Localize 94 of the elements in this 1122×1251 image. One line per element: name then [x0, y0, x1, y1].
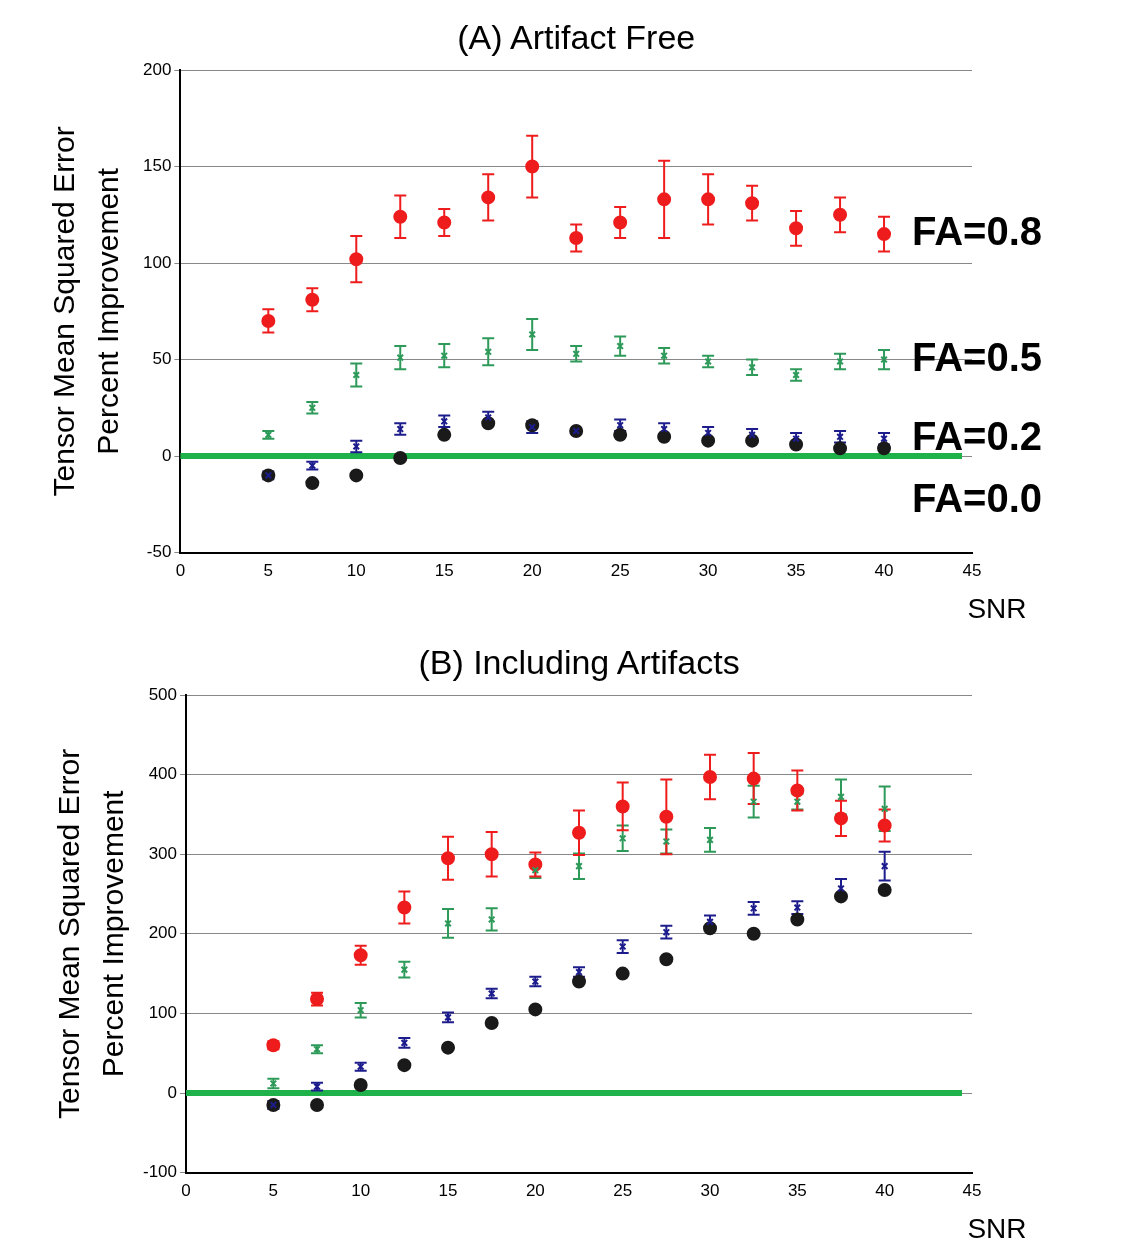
y-axis-title: Tensor Mean Squared Error Percent Improvement — [52, 748, 130, 1119]
point — [393, 451, 408, 466]
point — [572, 825, 587, 840]
point — [745, 196, 760, 211]
x-tick-label: 35 — [786, 561, 806, 581]
y-tick-label: 100 — [142, 252, 172, 272]
x-tick-label: 10 — [346, 561, 366, 581]
x-tick-label: 40 — [874, 561, 894, 581]
x-tick-label: 45 — [962, 1181, 982, 1201]
point — [481, 190, 496, 205]
point — [305, 476, 320, 491]
point — [657, 192, 672, 207]
x-tick-label: 30 — [698, 561, 718, 581]
point — [790, 783, 805, 798]
chart-title: (B) Including Artifacts — [418, 643, 740, 682]
point — [657, 429, 672, 444]
point — [790, 912, 805, 927]
point — [877, 227, 892, 242]
x-tick-label: 45 — [962, 561, 982, 581]
x-tick-label: 15 — [434, 561, 454, 581]
point — [789, 221, 804, 236]
x-tick-label: 10 — [351, 1181, 371, 1201]
point — [834, 811, 848, 826]
series-label: FA=0.0 — [912, 475, 1043, 520]
x-tick-label: 20 — [522, 561, 542, 581]
y-tick-label: 200 — [142, 59, 172, 79]
point — [572, 974, 587, 989]
point — [701, 192, 716, 207]
point — [437, 427, 452, 442]
y-tick-label: 100 — [148, 1003, 178, 1023]
x-axis-title: SNR — [967, 1213, 1027, 1245]
x-axis-title: SNR — [967, 593, 1027, 625]
point — [310, 1097, 325, 1112]
point — [484, 847, 499, 862]
point — [353, 1078, 368, 1093]
point — [393, 209, 408, 224]
point — [441, 851, 456, 866]
x-tick-label: 5 — [263, 561, 274, 581]
x-tick-label: 35 — [787, 1181, 807, 1201]
y-tick-label: 50 — [152, 349, 172, 369]
y-tick-label: 0 — [167, 1082, 178, 1102]
point — [397, 900, 412, 915]
point — [261, 313, 276, 328]
point — [305, 292, 320, 307]
x-tick-label: 25 — [613, 1181, 633, 1201]
x-tick-label: 40 — [875, 1181, 895, 1201]
y-tick-label: -100 — [142, 1162, 178, 1182]
point — [703, 769, 718, 784]
series-label: FA=0.5 — [912, 334, 1043, 379]
point — [437, 215, 452, 230]
x-tick-label: 0 — [181, 1181, 191, 1201]
x-tick-label: 30 — [700, 1181, 720, 1201]
x-tick-label: 25 — [610, 561, 630, 581]
point — [349, 468, 364, 483]
point — [349, 252, 364, 267]
point — [397, 1058, 412, 1073]
point — [615, 966, 630, 981]
point — [701, 433, 716, 448]
point — [613, 427, 628, 442]
point — [877, 883, 892, 898]
point — [484, 1015, 499, 1030]
y-tick-label: -50 — [146, 542, 172, 562]
point — [487, 915, 496, 924]
x-tick-label: 5 — [268, 1181, 279, 1201]
y-tick-label: 0 — [161, 445, 172, 465]
point — [569, 230, 584, 245]
point — [662, 837, 671, 846]
point — [659, 952, 674, 967]
y-tick-label: 500 — [148, 684, 178, 704]
point — [615, 799, 630, 814]
y-tick-label: 200 — [148, 923, 178, 943]
y-axis-title: Tensor Mean Squared Error Percent Improvement — [46, 126, 124, 497]
point — [525, 159, 540, 174]
point — [833, 207, 848, 222]
y-tick-label: 400 — [148, 764, 178, 784]
point — [659, 809, 674, 824]
point — [834, 889, 848, 904]
x-tick-label: 15 — [438, 1181, 458, 1201]
point — [528, 1002, 543, 1017]
y-tick-label: 300 — [148, 843, 178, 863]
point — [877, 818, 892, 833]
point — [613, 215, 628, 230]
y-tick-label: 150 — [142, 156, 172, 176]
point — [441, 1040, 456, 1055]
chart-title: (A) Artifact Free — [457, 18, 696, 57]
x-tick-label: 20 — [525, 1181, 545, 1201]
point — [746, 771, 761, 786]
series-label: FA=0.2 — [912, 413, 1043, 458]
point — [833, 441, 848, 456]
point — [746, 926, 761, 941]
point — [877, 441, 892, 456]
point — [618, 834, 627, 843]
series-label: FA=0.8 — [912, 209, 1043, 254]
point — [749, 797, 758, 806]
